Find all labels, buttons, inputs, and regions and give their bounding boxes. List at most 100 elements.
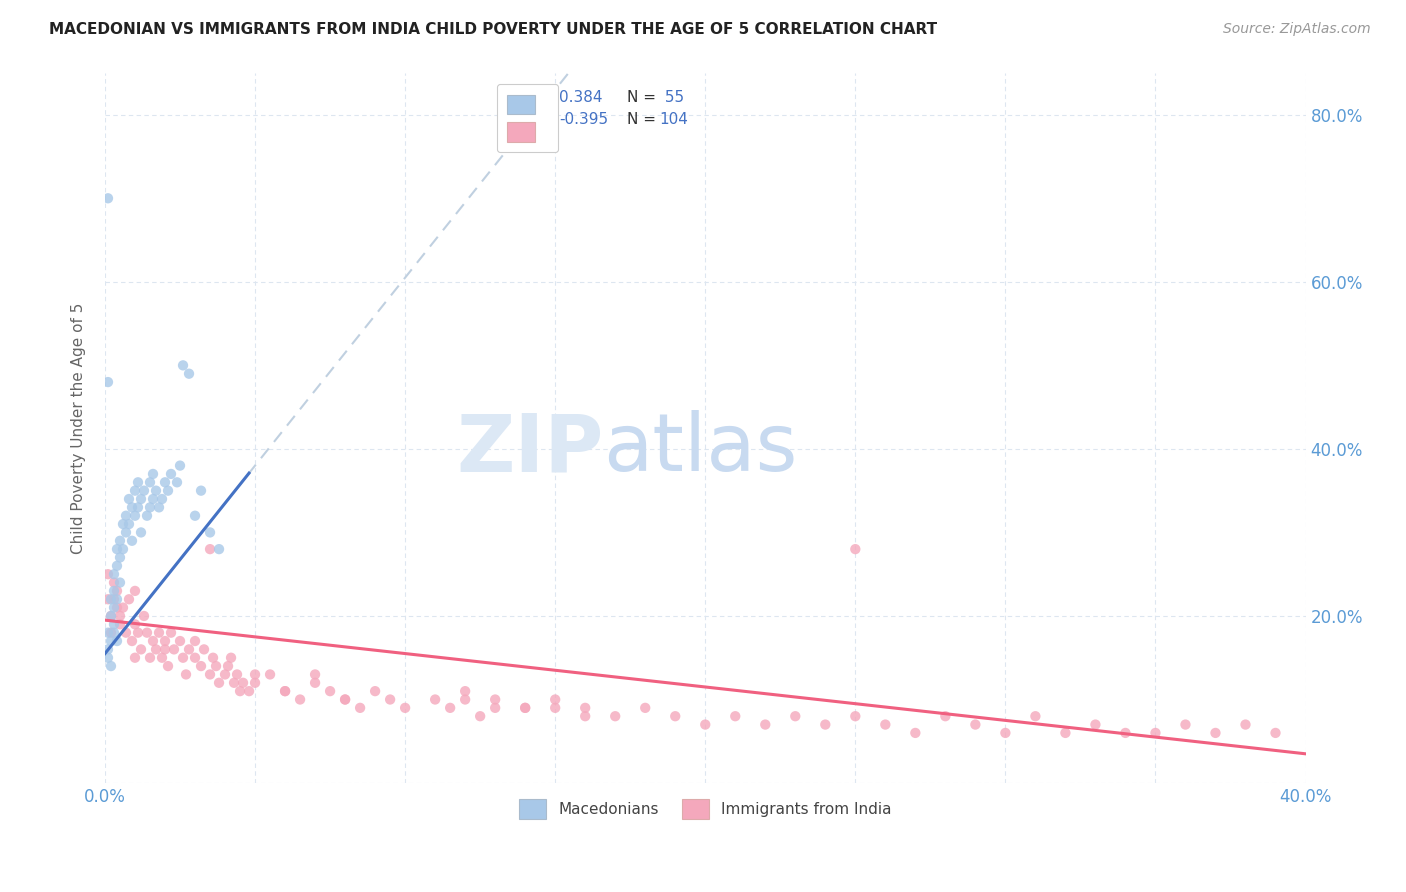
Point <box>145 642 167 657</box>
Point <box>1084 717 1107 731</box>
Point <box>994 726 1017 740</box>
Text: 0.384: 0.384 <box>558 90 602 105</box>
Point <box>1114 726 1136 740</box>
Point <box>274 684 297 698</box>
Point <box>136 508 159 523</box>
Point <box>1144 726 1167 740</box>
Point <box>177 642 200 657</box>
Point <box>108 617 131 632</box>
Point <box>115 508 138 523</box>
Point <box>544 692 567 706</box>
Point <box>118 491 141 506</box>
Point <box>129 525 152 540</box>
Point <box>198 542 221 557</box>
Point <box>103 567 125 582</box>
Point <box>150 650 173 665</box>
Point <box>754 717 776 731</box>
Point <box>288 692 311 706</box>
Point <box>844 542 866 557</box>
Text: atlas: atlas <box>603 410 797 488</box>
Point <box>105 558 128 573</box>
Point <box>127 475 149 490</box>
Point <box>129 642 152 657</box>
Point <box>150 491 173 506</box>
Point <box>121 533 143 548</box>
Point <box>105 583 128 598</box>
Point <box>132 609 155 624</box>
Point <box>103 600 125 615</box>
Point <box>124 617 146 632</box>
Point <box>184 508 207 523</box>
Point <box>695 717 717 731</box>
Point <box>97 567 120 582</box>
Point <box>127 625 149 640</box>
Point <box>97 191 120 205</box>
Point <box>484 701 506 715</box>
Point <box>121 500 143 515</box>
Point <box>111 542 134 557</box>
Point <box>160 625 183 640</box>
Point <box>349 701 371 715</box>
Y-axis label: Child Poverty Under the Age of 5: Child Poverty Under the Age of 5 <box>72 302 86 554</box>
Point <box>169 458 191 473</box>
Point <box>226 667 249 681</box>
Point <box>124 483 146 498</box>
Point <box>97 592 120 607</box>
Point <box>634 701 657 715</box>
Point <box>423 692 446 706</box>
Point <box>100 659 122 673</box>
Point <box>238 684 260 698</box>
Point <box>139 500 162 515</box>
Point <box>100 609 122 624</box>
Point <box>544 701 567 715</box>
Point <box>108 533 131 548</box>
Point <box>333 692 356 706</box>
Point <box>454 684 477 698</box>
Point <box>169 634 191 648</box>
Point <box>470 709 492 723</box>
Point <box>142 634 165 648</box>
Point <box>198 667 221 681</box>
Text: Source: ZipAtlas.com: Source: ZipAtlas.com <box>1223 22 1371 37</box>
Point <box>118 517 141 532</box>
Point <box>157 659 180 673</box>
Point <box>103 625 125 640</box>
Point <box>229 684 252 698</box>
Point <box>515 701 537 715</box>
Point <box>108 609 131 624</box>
Point <box>100 634 122 648</box>
Text: N =: N = <box>627 112 661 127</box>
Point <box>103 575 125 590</box>
Point <box>153 475 176 490</box>
Text: 55: 55 <box>659 90 683 105</box>
Text: -0.395: -0.395 <box>558 112 607 127</box>
Point <box>148 625 170 640</box>
Point <box>163 642 186 657</box>
Point <box>243 667 266 681</box>
Point <box>100 625 122 640</box>
Point <box>153 634 176 648</box>
Point <box>243 675 266 690</box>
Point <box>124 583 146 598</box>
Point <box>1174 717 1197 731</box>
Point <box>217 659 239 673</box>
Point <box>219 650 242 665</box>
Point <box>605 709 627 723</box>
Point <box>208 542 231 557</box>
Point <box>965 717 987 731</box>
Point <box>274 684 297 698</box>
Text: ZIP: ZIP <box>456 410 603 488</box>
Point <box>160 467 183 481</box>
Point <box>139 650 162 665</box>
Point <box>108 550 131 565</box>
Point <box>198 525 221 540</box>
Point <box>304 675 326 690</box>
Text: N =: N = <box>627 90 661 105</box>
Point <box>177 367 200 381</box>
Point <box>214 667 236 681</box>
Point <box>97 625 120 640</box>
Point <box>333 692 356 706</box>
Point <box>208 675 231 690</box>
Point <box>97 642 120 657</box>
Point <box>193 642 215 657</box>
